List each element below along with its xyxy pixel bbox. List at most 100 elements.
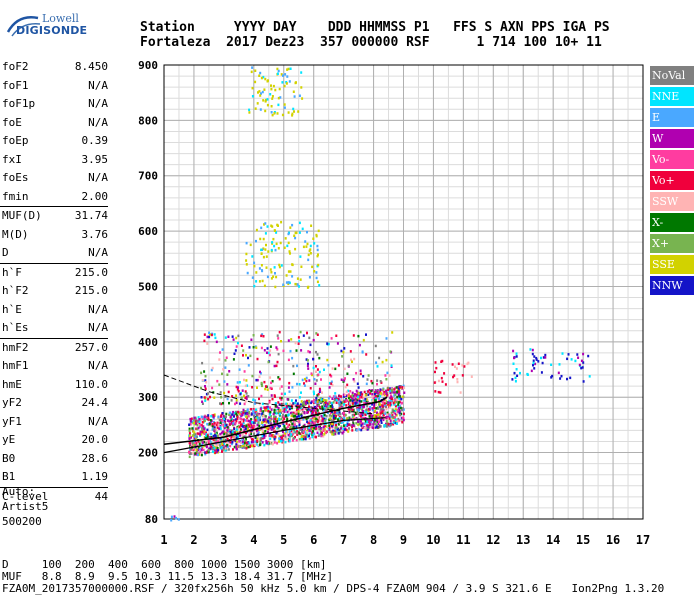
echo-point bbox=[251, 426, 254, 430]
param-name: fmin bbox=[2, 189, 29, 203]
echo-point bbox=[387, 403, 390, 406]
echo-point bbox=[203, 427, 206, 431]
echo-point bbox=[512, 362, 515, 365]
echo-point bbox=[199, 433, 201, 436]
echo-point bbox=[308, 426, 311, 429]
echo-point bbox=[245, 431, 247, 435]
echo-point bbox=[335, 423, 337, 427]
echo-point bbox=[377, 413, 380, 416]
echo-point bbox=[288, 423, 291, 427]
echo-point bbox=[257, 418, 260, 422]
echo-point bbox=[346, 372, 349, 375]
echo-point bbox=[276, 423, 279, 426]
echo-point bbox=[366, 424, 369, 427]
echo-point bbox=[224, 449, 227, 452]
echo-point bbox=[205, 437, 207, 440]
echo-point bbox=[343, 414, 346, 418]
echo-point bbox=[346, 417, 349, 420]
echo-point bbox=[316, 353, 319, 356]
echo-point bbox=[194, 440, 197, 443]
echo-point bbox=[312, 400, 315, 403]
echo-point bbox=[284, 435, 287, 439]
echo-point bbox=[282, 403, 285, 406]
echo-point bbox=[209, 432, 212, 436]
echo-point bbox=[233, 445, 236, 449]
echo-point bbox=[385, 392, 388, 395]
echo-point bbox=[194, 433, 197, 436]
echo-point bbox=[390, 400, 393, 403]
echo-point bbox=[260, 226, 263, 230]
echo-point bbox=[297, 407, 300, 410]
echo-point bbox=[221, 419, 224, 422]
echo-point bbox=[541, 361, 544, 365]
echo-point bbox=[265, 385, 267, 388]
echo-point bbox=[262, 255, 265, 259]
echo-point bbox=[344, 423, 347, 427]
echo-point bbox=[307, 367, 310, 370]
echo-point bbox=[367, 390, 370, 393]
echo-point bbox=[220, 446, 223, 449]
echo-point bbox=[296, 403, 299, 407]
echo-point bbox=[255, 429, 258, 433]
echo-point bbox=[228, 413, 231, 416]
echo-point bbox=[308, 336, 311, 340]
echo-point bbox=[203, 429, 206, 433]
echo-point bbox=[275, 412, 278, 415]
echo-point bbox=[273, 441, 276, 444]
echo-point bbox=[354, 397, 357, 401]
echo-point bbox=[387, 401, 390, 404]
echo-point bbox=[297, 408, 300, 411]
echo-point bbox=[342, 393, 345, 397]
echo-point bbox=[396, 390, 399, 394]
echo-point bbox=[397, 405, 400, 408]
echo-point bbox=[232, 421, 235, 425]
echo-point bbox=[213, 446, 216, 450]
echo-point bbox=[200, 371, 203, 375]
echo-point bbox=[270, 387, 273, 390]
echo-point bbox=[225, 423, 228, 427]
echo-point bbox=[346, 383, 349, 387]
param-name: foF1p bbox=[2, 97, 36, 110]
echo-point bbox=[298, 231, 301, 234]
echo-point bbox=[371, 381, 374, 385]
echo-point bbox=[292, 402, 295, 405]
echo-point bbox=[281, 409, 284, 413]
echo-point bbox=[328, 395, 331, 399]
echo-point bbox=[213, 396, 216, 399]
echo-point bbox=[386, 423, 389, 427]
echo-point bbox=[265, 427, 268, 430]
echo-point bbox=[261, 384, 263, 388]
param-separator bbox=[0, 486, 108, 488]
echo-point bbox=[530, 369, 533, 373]
echo-point bbox=[271, 97, 274, 100]
echo-point bbox=[315, 426, 318, 429]
echo-point bbox=[226, 426, 229, 429]
echo-point bbox=[213, 442, 216, 446]
echo-point bbox=[378, 398, 381, 402]
echo-point bbox=[328, 426, 331, 429]
echo-point bbox=[280, 422, 283, 426]
echo-point bbox=[256, 437, 259, 441]
echo-point bbox=[239, 434, 242, 437]
echo-point bbox=[441, 359, 444, 363]
echo-point bbox=[277, 103, 280, 107]
echo-point bbox=[394, 418, 397, 421]
echo-point bbox=[315, 435, 317, 439]
echo-point bbox=[370, 389, 373, 393]
echo-point bbox=[210, 368, 213, 372]
echo-point bbox=[326, 425, 329, 428]
echo-point bbox=[328, 424, 331, 427]
echo-point bbox=[192, 430, 195, 433]
echo-point bbox=[283, 84, 286, 88]
y-tick-label: 700 bbox=[138, 170, 158, 183]
echo-point bbox=[328, 382, 331, 385]
echo-point bbox=[191, 441, 194, 444]
echo-point bbox=[359, 391, 362, 395]
echo-point bbox=[260, 92, 262, 95]
echo-point bbox=[313, 414, 316, 418]
echo-point bbox=[245, 392, 248, 395]
echo-point bbox=[277, 433, 280, 436]
echo-point bbox=[286, 244, 289, 248]
echo-point bbox=[238, 440, 241, 443]
echo-point bbox=[252, 334, 255, 337]
